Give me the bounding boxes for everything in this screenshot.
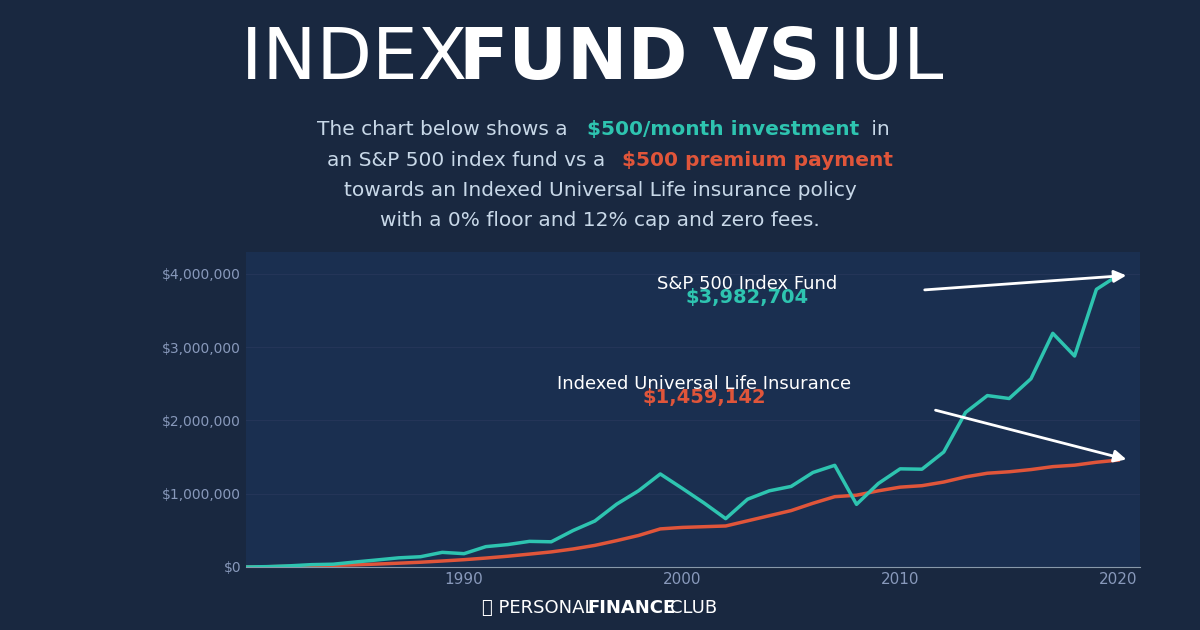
Text: S&P 500 Index Fund: S&P 500 Index Fund bbox=[658, 275, 838, 293]
Text: INDEX: INDEX bbox=[241, 25, 490, 94]
Text: IUL: IUL bbox=[805, 25, 943, 94]
Text: FUND VS: FUND VS bbox=[458, 25, 821, 94]
Text: Ⓟ PERSONAL: Ⓟ PERSONAL bbox=[481, 599, 594, 617]
Text: with a 0% floor and 12% cap and zero fees.: with a 0% floor and 12% cap and zero fee… bbox=[380, 211, 820, 230]
Text: FINANCE: FINANCE bbox=[587, 599, 676, 617]
Text: The chart below shows a: The chart below shows a bbox=[317, 120, 574, 139]
Text: $500 premium payment: $500 premium payment bbox=[622, 151, 893, 170]
Text: an S&P 500 index fund vs a: an S&P 500 index fund vs a bbox=[326, 151, 612, 170]
Text: Indexed Universal Life Insurance: Indexed Universal Life Insurance bbox=[557, 375, 851, 393]
Text: towards an Indexed Universal Life insurance policy: towards an Indexed Universal Life insura… bbox=[343, 181, 857, 200]
Text: CLUB: CLUB bbox=[670, 599, 716, 617]
Text: $500/month investment: $500/month investment bbox=[587, 120, 859, 139]
Text: $3,982,704: $3,982,704 bbox=[686, 288, 809, 307]
Text: $1,459,142: $1,459,142 bbox=[642, 387, 766, 406]
Text: in: in bbox=[865, 120, 890, 139]
